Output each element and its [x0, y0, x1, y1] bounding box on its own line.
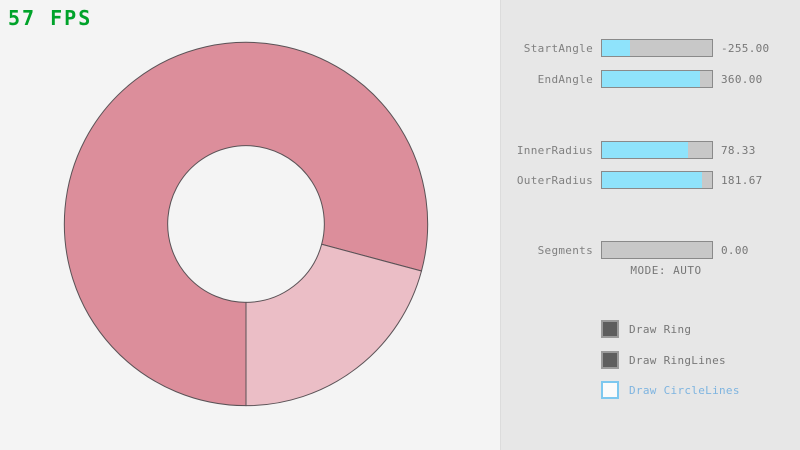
donut-chart	[63, 41, 429, 407]
checkbox-row-draw-ring[interactable]: Draw Ring	[601, 319, 691, 339]
slider-value-end-angle: 360.00	[721, 72, 763, 86]
slider-fill-start-angle	[602, 40, 630, 56]
slider-label-inner-radius: InnerRadius	[516, 143, 593, 157]
slider-row-inner-radius: InnerRadius 78.33	[501, 140, 800, 160]
slider-value-outer-radius: 181.67	[721, 173, 763, 187]
render-canvas[interactable]: 57 FPS	[0, 0, 500, 450]
slider-start-angle[interactable]	[601, 39, 713, 57]
fps-counter: 57 FPS	[8, 6, 93, 30]
slider-outer-radius[interactable]	[601, 171, 713, 189]
slider-end-angle[interactable]	[601, 70, 713, 88]
slider-label-start-angle: StartAngle	[523, 41, 593, 55]
slider-row-start-angle: StartAngle -255.00	[501, 38, 800, 58]
slider-row-end-angle: EndAngle 360.00	[501, 69, 800, 89]
slider-segments[interactable]	[601, 241, 713, 259]
slider-label-outer-radius: OuterRadius	[516, 173, 593, 187]
checkbox-row-draw-ringlines[interactable]: Draw RingLines	[601, 350, 726, 370]
slider-value-segments: 0.00	[721, 243, 749, 257]
checkbox-label-draw-ringlines: Draw RingLines	[629, 353, 726, 367]
slider-row-segments: Segments 0.00	[501, 240, 800, 260]
slider-value-inner-radius: 78.33	[721, 143, 756, 157]
checkbox-draw-ringlines[interactable]	[601, 351, 619, 369]
slider-fill-inner-radius	[602, 142, 688, 158]
checkbox-draw-ring[interactable]	[601, 320, 619, 338]
slider-fill-outer-radius	[602, 172, 703, 188]
checkbox-draw-circlelines[interactable]	[601, 381, 619, 399]
control-panel: StartAngle -255.00 EndAngle 360.00 Inner…	[500, 0, 800, 450]
slider-row-outer-radius: OuterRadius 181.67	[501, 170, 800, 190]
slider-label-segments: Segments	[537, 243, 593, 257]
checkbox-label-draw-circlelines: Draw CircleLines	[629, 383, 740, 397]
slider-value-start-angle: -255.00	[721, 41, 770, 55]
slider-inner-radius[interactable]	[601, 141, 713, 159]
slider-label-end-angle: EndAngle	[537, 72, 593, 86]
slider-fill-end-angle	[602, 71, 700, 87]
checkbox-label-draw-ring: Draw Ring	[629, 322, 692, 336]
donut-segment	[63, 41, 429, 407]
checkbox-row-draw-circlelines[interactable]: Draw CircleLines	[601, 380, 740, 400]
mode-text: MODE: AUTO	[630, 264, 702, 277]
donut-segment	[245, 243, 423, 407]
